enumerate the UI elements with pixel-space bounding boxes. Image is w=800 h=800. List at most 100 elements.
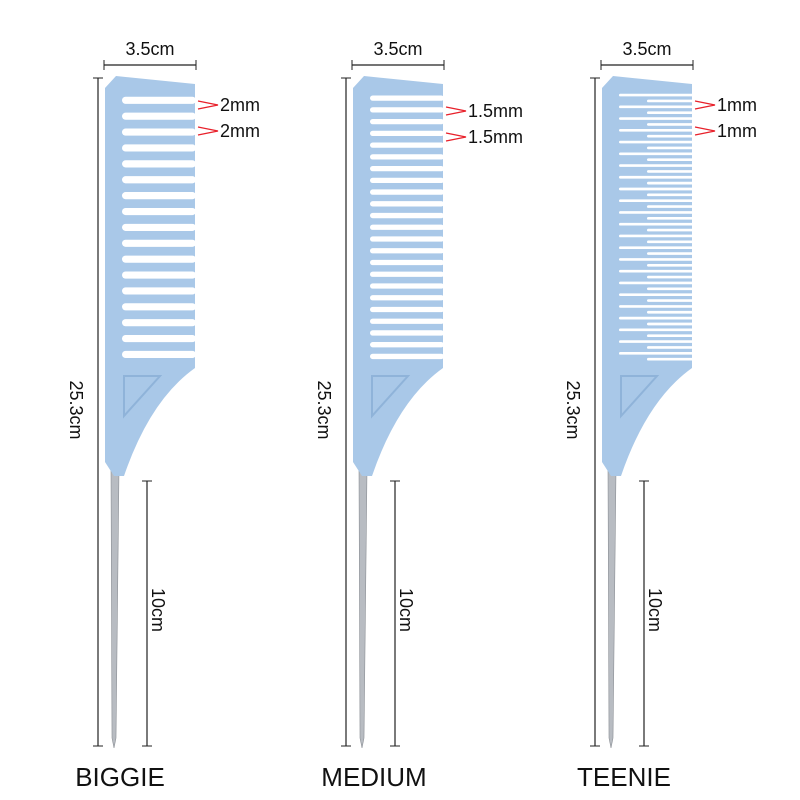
comb-tooth-gap — [370, 271, 444, 277]
comb-group-medium: 3.5cm 25.3cm 10cm 1.5mm 1.5mm MEDIUM — [314, 39, 523, 792]
tail-label: 10cm — [645, 588, 665, 632]
comb-tooth-gap — [647, 346, 693, 349]
comb-tooth-gap — [370, 330, 444, 336]
width-label: 3.5cm — [373, 39, 422, 59]
comb-tooth-gap — [619, 93, 693, 97]
comb-tooth-gap — [647, 310, 693, 314]
spacing-arrow-icon — [445, 132, 467, 142]
comb-tooth-gap — [619, 281, 693, 285]
comb-tooth-gap — [647, 240, 693, 244]
spacing-label: 2mm — [220, 95, 260, 115]
comb-tooth-gap — [370, 212, 444, 219]
comb-tooth-gap — [619, 117, 693, 120]
comb-tooth-gap — [647, 252, 693, 255]
comb-tooth-gap — [619, 352, 693, 355]
comb-tooth-gap — [122, 255, 196, 263]
comb-tooth-gap — [122, 192, 196, 200]
comb-tooth-gap — [647, 146, 693, 150]
comb-tooth-gap — [122, 271, 196, 279]
comb-tooth-gap — [122, 207, 196, 216]
comb-tooth-gap — [619, 269, 693, 273]
comb-tooth-gap — [619, 258, 693, 261]
comb-tooth-gap — [370, 353, 444, 360]
comb-triangle-mark — [123, 375, 163, 419]
comb-tooth-gap — [122, 303, 196, 311]
spacing-arrow-icon — [197, 126, 219, 136]
comb-tooth-gap — [122, 350, 196, 359]
comb-tooth-gap — [122, 128, 196, 136]
spacing-arrow-icon — [694, 100, 716, 110]
comb-tooth-gap — [619, 234, 693, 238]
comb-tooth-gap — [370, 130, 444, 137]
comb-tooth-gap — [619, 152, 693, 156]
comb-tooth-gap — [647, 287, 693, 291]
comb-tooth-gap — [619, 211, 693, 214]
comb-name-label: TEENIE — [577, 762, 671, 792]
comb-tooth-gap — [122, 239, 196, 247]
comb-tooth-gap — [370, 295, 444, 301]
comb-tooth-gap — [647, 181, 693, 185]
comb-tooth-gap — [619, 187, 693, 191]
comb-tooth-gap — [370, 119, 444, 125]
comb-tooth-gap — [370, 224, 444, 230]
comb-tooth-gap — [122, 112, 196, 120]
comb-tooth-gap — [647, 299, 693, 302]
comb-tooth-gap — [122, 160, 196, 168]
length-label: 25.3cm — [314, 380, 334, 439]
comb-tooth-gap — [370, 142, 444, 148]
comb-tooth-gap — [370, 283, 444, 289]
spacing-label: 2mm — [220, 121, 260, 141]
comb-tooth-gap — [122, 176, 196, 184]
comb-name-label: BIGGIE — [75, 762, 165, 792]
comb-tooth-gap — [619, 293, 693, 296]
comb-tooth-gap — [619, 199, 693, 203]
comb-triangle-mark — [620, 375, 660, 419]
comb-tooth-gap — [122, 319, 196, 327]
comb-tooth-gap — [370, 306, 444, 313]
comb-tooth-gap — [647, 228, 693, 232]
comb-tooth-gap — [647, 217, 693, 220]
comb-tooth-gap — [370, 248, 444, 254]
comb-tooth-gap — [647, 158, 693, 161]
comb-tooth-gap — [370, 107, 444, 113]
needle-tail — [607, 469, 617, 749]
comb-tooth-gap — [619, 305, 693, 308]
length-label: 25.3cm — [66, 380, 86, 439]
length-label: 25.3cm — [563, 380, 583, 439]
comb-tooth-gap — [647, 263, 693, 267]
comb-tooth-gap — [619, 328, 693, 332]
comb-tooth-gap — [619, 246, 693, 250]
comb-tooth-gap — [370, 189, 444, 195]
comb-tooth-gap — [647, 275, 693, 279]
width-label: 3.5cm — [125, 39, 174, 59]
spacing-arrow-icon — [197, 100, 219, 110]
comb-tooth-gap — [122, 223, 196, 231]
comb-tooth-gap — [370, 95, 444, 101]
comb-group-teenie: 3.5cm 25.3cm 10cm 1mm 1mm TEENIE — [563, 39, 757, 792]
comb-tooth-gap — [619, 175, 693, 179]
comb-name-label: MEDIUM — [321, 762, 426, 792]
comb-tooth-gap — [370, 201, 444, 207]
needle-tail — [358, 469, 368, 749]
comb-tooth-gap — [647, 193, 693, 197]
comb-tooth-gap — [647, 134, 693, 138]
comb-tooth-gap — [647, 111, 693, 115]
comb-tooth-gap — [370, 236, 444, 242]
spacing-label: 1mm — [717, 95, 757, 115]
comb-tooth-gap — [370, 259, 444, 266]
comb-tooth-gap — [619, 128, 693, 132]
comb-tooth-gap — [370, 177, 444, 183]
comb-tooth-gap — [370, 318, 444, 324]
comb-tooth-gap — [647, 322, 693, 326]
tail-label: 10cm — [148, 588, 168, 632]
comb-tooth-gap — [647, 357, 693, 361]
comb-tooth-gap — [619, 164, 693, 167]
comb-tooth-gap — [370, 342, 444, 348]
comb-triangle-mark — [371, 375, 411, 419]
spacing-label: 1mm — [717, 121, 757, 141]
comb-tooth-gap — [370, 154, 444, 160]
comb-tooth-gap — [122, 96, 196, 104]
comb-tooth-gap — [619, 105, 693, 109]
comb-tooth-gap — [122, 287, 196, 295]
